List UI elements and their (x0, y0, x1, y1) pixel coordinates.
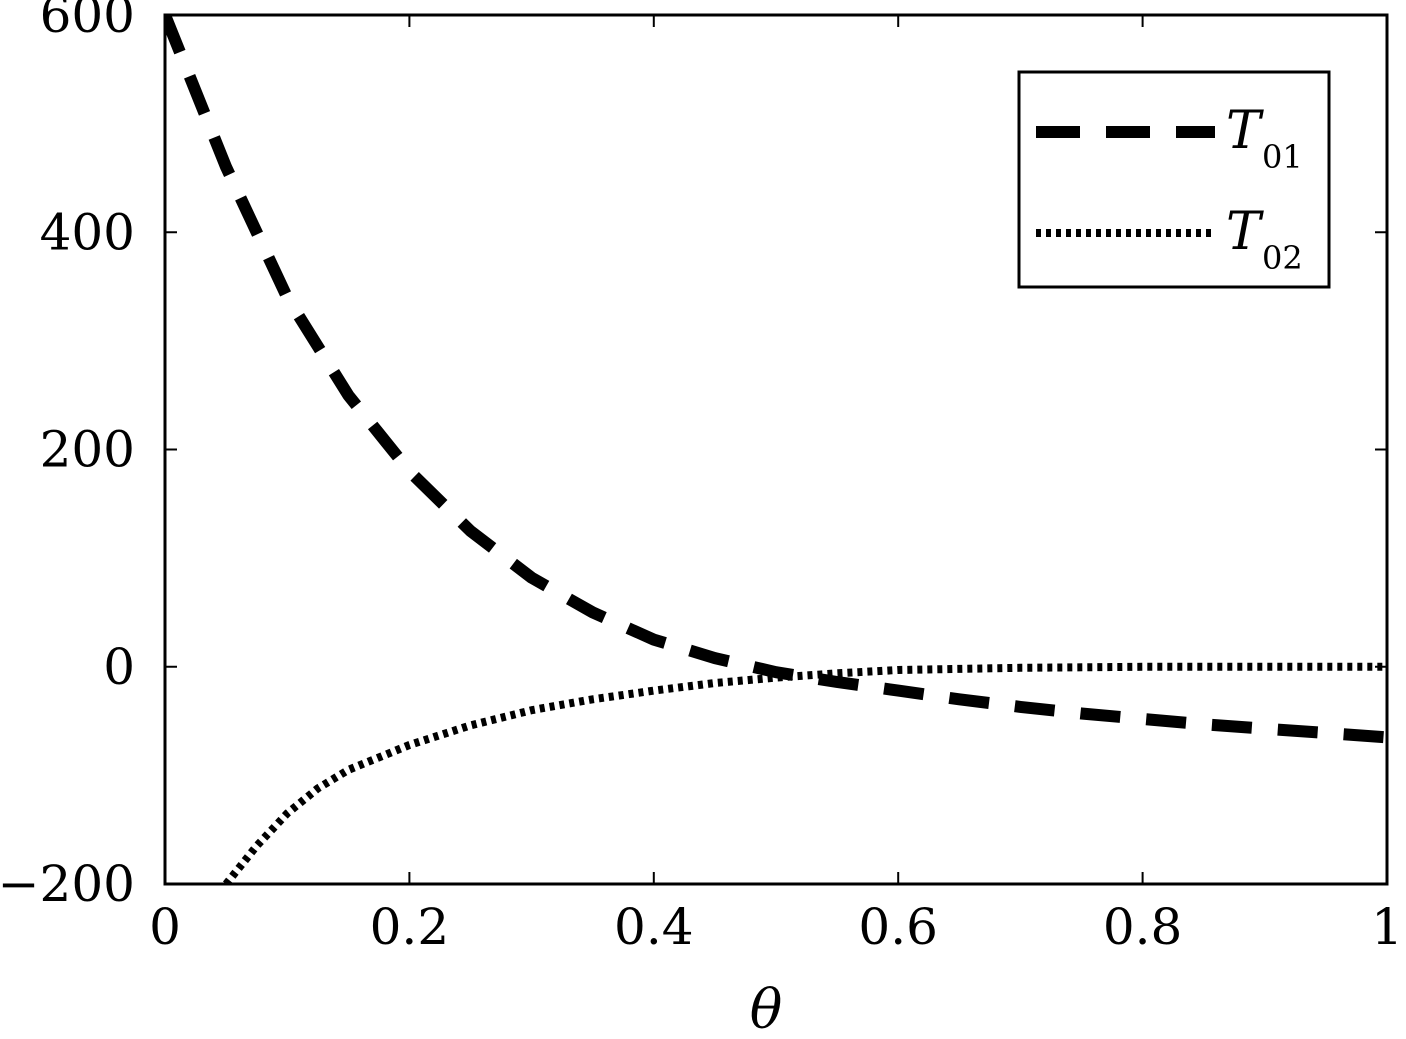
y-tick-label: 200 (40, 421, 135, 479)
data-point-T01 (1264, 728, 1265, 729)
legend-label: T (1226, 101, 1264, 161)
x-axis-title: θ (750, 978, 783, 1034)
legend-label: T (1226, 202, 1264, 262)
y-tick-label: 0 (103, 638, 135, 696)
x-tick-label: 0.2 (370, 898, 450, 956)
legend: T 01T 02 (1017, 70, 1331, 289)
data-point-T02 (348, 769, 349, 770)
y-tick-label: 600 (40, 0, 135, 44)
data-point-T02 (256, 845, 257, 846)
x-tick-label: 0 (149, 898, 181, 956)
data-point-T02 (714, 683, 715, 684)
series-T02 (222, 662, 1387, 884)
series-line-T02 (222, 662, 1387, 884)
x-tick-label: 0.6 (858, 898, 938, 956)
y-tick-label: −200 (0, 855, 135, 913)
x-tick-label: 0.4 (614, 898, 694, 956)
data-point-T01 (1325, 733, 1326, 734)
legend-subscript: 01 (1262, 138, 1303, 176)
x-tick-label: 1 (1371, 898, 1403, 956)
data-point-T02 (1264, 666, 1265, 667)
data-point-T01 (1203, 724, 1204, 725)
data-point-T01 (287, 297, 288, 298)
x-tick-label: 0.8 (1103, 898, 1183, 956)
data-point-T01 (1142, 718, 1143, 719)
legend-box (1017, 70, 1331, 289)
data-point-T02 (470, 725, 471, 726)
series-line-T01 (165, 15, 1387, 744)
data-point-T02 (653, 690, 654, 691)
series-layer (165, 15, 1387, 884)
y-tick-label: 400 (40, 203, 135, 261)
data-point-T01 (409, 471, 410, 472)
series-T01 (165, 15, 1387, 744)
legend-subscript: 02 (1262, 239, 1303, 277)
